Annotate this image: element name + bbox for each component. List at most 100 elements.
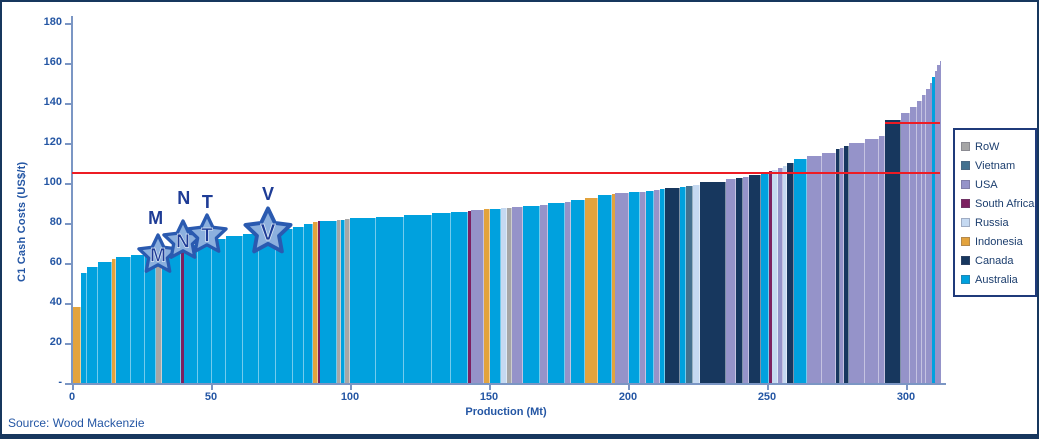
bar-AU [403, 215, 432, 383]
star-label-M: M [148, 208, 164, 228]
bar-RU [692, 185, 700, 383]
legend-label: Australia [975, 273, 1018, 286]
legend-swatch-ID [961, 237, 970, 246]
bar-RoW [156, 251, 162, 383]
bar-US [926, 89, 930, 383]
bar-AU [523, 206, 541, 383]
bar-US [865, 139, 880, 383]
bar-ID [73, 307, 82, 383]
bar-US [654, 190, 660, 383]
star-icon: T [186, 213, 228, 253]
x-tick [211, 385, 213, 390]
bar-CA [787, 163, 795, 383]
x-tick-label: 150 [479, 391, 499, 403]
bar-AU [341, 220, 346, 383]
bar-CA [665, 188, 681, 383]
bar-ID [313, 222, 318, 383]
x-tick [489, 385, 491, 390]
bar-AU [761, 174, 770, 383]
bar-RU [772, 170, 778, 383]
legend-swatch-ZA [961, 199, 970, 208]
y-tick [65, 63, 72, 65]
legend-label: USA [975, 178, 998, 191]
star-icon: V [243, 206, 293, 254]
legend-swatch-VN [961, 161, 970, 170]
legend-swatch-RoW [961, 142, 970, 151]
bar-AU [376, 217, 404, 383]
bar-US [470, 210, 485, 383]
bar-AU [548, 203, 566, 383]
bar-US [937, 65, 940, 383]
bar-ZA [467, 211, 471, 383]
x-axis-line [68, 383, 946, 385]
bar-US [879, 136, 885, 383]
bar-AU [320, 221, 338, 383]
y-tick-label: 100 [43, 176, 62, 188]
bar-US [929, 83, 933, 383]
bar-AU [86, 267, 98, 383]
bar-AU [81, 273, 87, 383]
star-label-N: N [177, 188, 191, 208]
bar-AU [431, 213, 452, 383]
bar-RoW [337, 220, 342, 383]
bar-AU [659, 189, 666, 383]
legend-swatch-RU [961, 218, 970, 227]
legend-label: Canada [975, 254, 1014, 267]
threshold-line [72, 172, 941, 174]
bar-CA [699, 182, 727, 383]
legend-swatch-CA [961, 256, 970, 265]
bar-ID [584, 198, 599, 383]
bar-AU [349, 218, 377, 383]
bar-AU [161, 249, 182, 383]
y-tick-label: 120 [43, 136, 62, 148]
legend-item-AU: Australia [961, 270, 1030, 289]
source-text: Source: Wood Mackenzie [8, 416, 145, 430]
bar-AU [645, 191, 654, 383]
x-tick-label: 0 [68, 391, 76, 403]
bar-US [901, 113, 910, 383]
bar-RU [783, 166, 788, 383]
x-tick-label: 50 [204, 391, 218, 403]
bar-RU [501, 208, 507, 383]
star-marker-T: T [185, 212, 229, 256]
bar-AU [932, 77, 935, 383]
x-tick-label: 200 [618, 391, 638, 403]
bar-AU [225, 236, 243, 383]
legend-item-US: USA [961, 175, 1030, 194]
legend-item-RoW: RoW [961, 137, 1030, 156]
bar-US [916, 101, 922, 383]
svg-text:N: N [176, 232, 190, 253]
legend-label: Vietnam [975, 159, 1016, 172]
y-tick [65, 303, 72, 305]
y-tick [65, 183, 72, 185]
bar-US [909, 107, 917, 383]
y-tick [65, 23, 72, 25]
legend-swatch-AU [961, 275, 970, 284]
bar-ID [484, 209, 490, 383]
bar-US [840, 148, 845, 383]
bar-AU [184, 245, 199, 383]
bar-US [822, 153, 837, 383]
bar-ZA [317, 221, 321, 383]
legend-label: Russia [975, 216, 1009, 229]
bar-AU [680, 187, 686, 383]
x-tick-label: 100 [340, 391, 360, 403]
y-tick [65, 103, 72, 105]
bar-US [939, 61, 942, 383]
bar-US [565, 202, 571, 383]
x-tick-label: 300 [896, 391, 916, 403]
bar-AU [490, 209, 502, 383]
bar-RoW [345, 219, 350, 383]
x-tick-label: 250 [757, 391, 777, 403]
bar-AU [303, 224, 314, 383]
legend-label: RoW [975, 140, 1000, 153]
y-tick-label: 180 [43, 16, 62, 28]
legend-item-ZA: South Africa [961, 194, 1034, 213]
bar-ID [612, 194, 616, 383]
bar-US [726, 179, 737, 383]
bar-AU [259, 232, 276, 383]
bar-AU [570, 200, 585, 383]
y-axis-line [71, 16, 73, 384]
star-marker-V: V [242, 205, 294, 257]
